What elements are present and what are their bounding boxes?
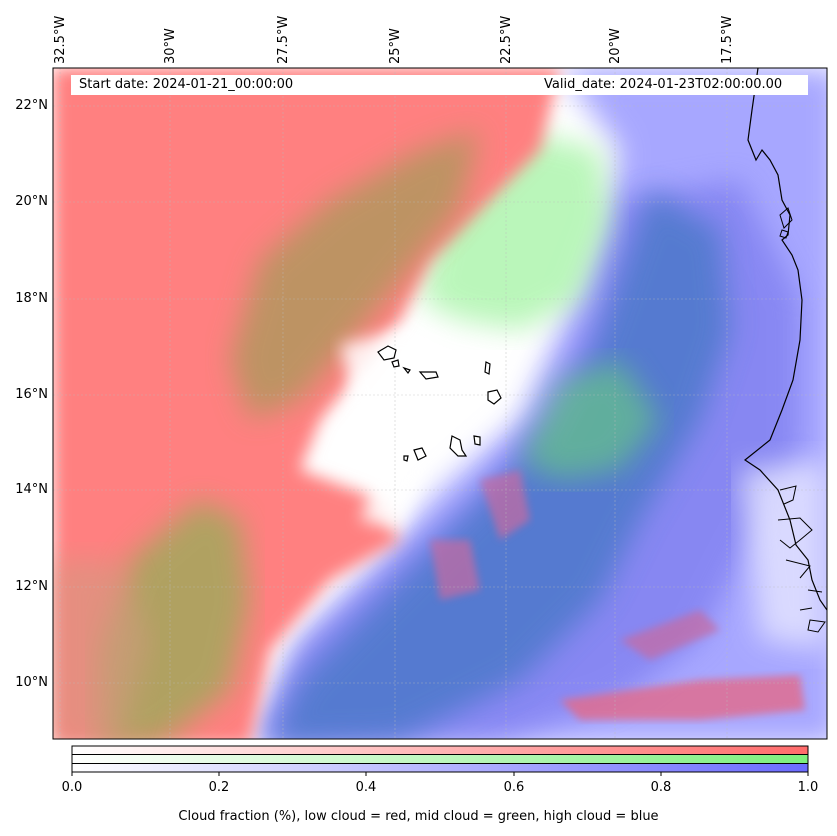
colorbar-tick-label: 0.0	[61, 780, 83, 795]
colorbar-tick-label: 0.6	[503, 780, 525, 795]
island-maio	[473, 435, 481, 446]
coastline-detail	[779, 207, 793, 239]
low-cloud-streak	[560, 675, 805, 720]
graticule	[53, 68, 827, 739]
low-cloud-streak	[620, 610, 720, 660]
island-fogo	[413, 447, 427, 461]
coastal-thin-cloud	[740, 460, 827, 650]
island-santa-luzia	[402, 366, 411, 375]
lat-label: 12°N	[15, 579, 48, 594]
coastline-detail	[777, 485, 826, 633]
mid-cloud-patch	[520, 360, 660, 480]
valid-date-label: Valid_date: 2024-01-23T02:00:00.00	[544, 77, 783, 92]
africa-coastline	[743, 68, 827, 611]
lat-label: 10°N	[15, 675, 48, 690]
clear-sky-gap	[340, 330, 440, 530]
colorbar-label: Cloud fraction (%), low cloud = red, mid…	[178, 809, 659, 824]
colorbar-mid	[72, 755, 808, 763]
island-santo-antao	[377, 345, 397, 361]
island-boa-vista	[487, 389, 502, 405]
map-frame	[52, 67, 828, 740]
island-sao-vicente	[391, 359, 400, 368]
mid-cloud-patch	[420, 130, 610, 330]
annotation-box	[71, 75, 808, 95]
island-brava	[403, 455, 409, 462]
colorbar-tick-label: 0.2	[208, 780, 230, 795]
island-sao-nicolau	[418, 371, 439, 380]
colorbar	[71, 745, 809, 776]
lat-label: 16°N	[15, 387, 48, 402]
low-mid-band	[230, 130, 480, 420]
low-cloud-streak	[430, 540, 480, 600]
colorbar-high	[72, 764, 808, 772]
colorbar-frame	[71, 745, 809, 773]
island-santiago	[449, 435, 468, 457]
colorbar-tick-label: 1.0	[797, 780, 819, 795]
start-date-label: Start date: 2024-01-21_00:00:00	[79, 77, 294, 92]
cape-verde-islands	[377, 345, 502, 462]
lat-label: 14°N	[15, 482, 48, 497]
low-cloud-streak	[480, 470, 530, 540]
colorbar-tick-label: 0.4	[355, 780, 377, 795]
island-sal	[484, 361, 491, 375]
low-mid-band	[53, 560, 150, 739]
colorbar-tick-label: 0.8	[650, 780, 672, 795]
lat-label: 20°N	[15, 194, 48, 209]
colorbar-low	[72, 746, 808, 754]
lat-label: 22°N	[15, 98, 48, 113]
lat-label: 18°N	[15, 291, 48, 306]
high-low-overlap	[272, 190, 730, 739]
